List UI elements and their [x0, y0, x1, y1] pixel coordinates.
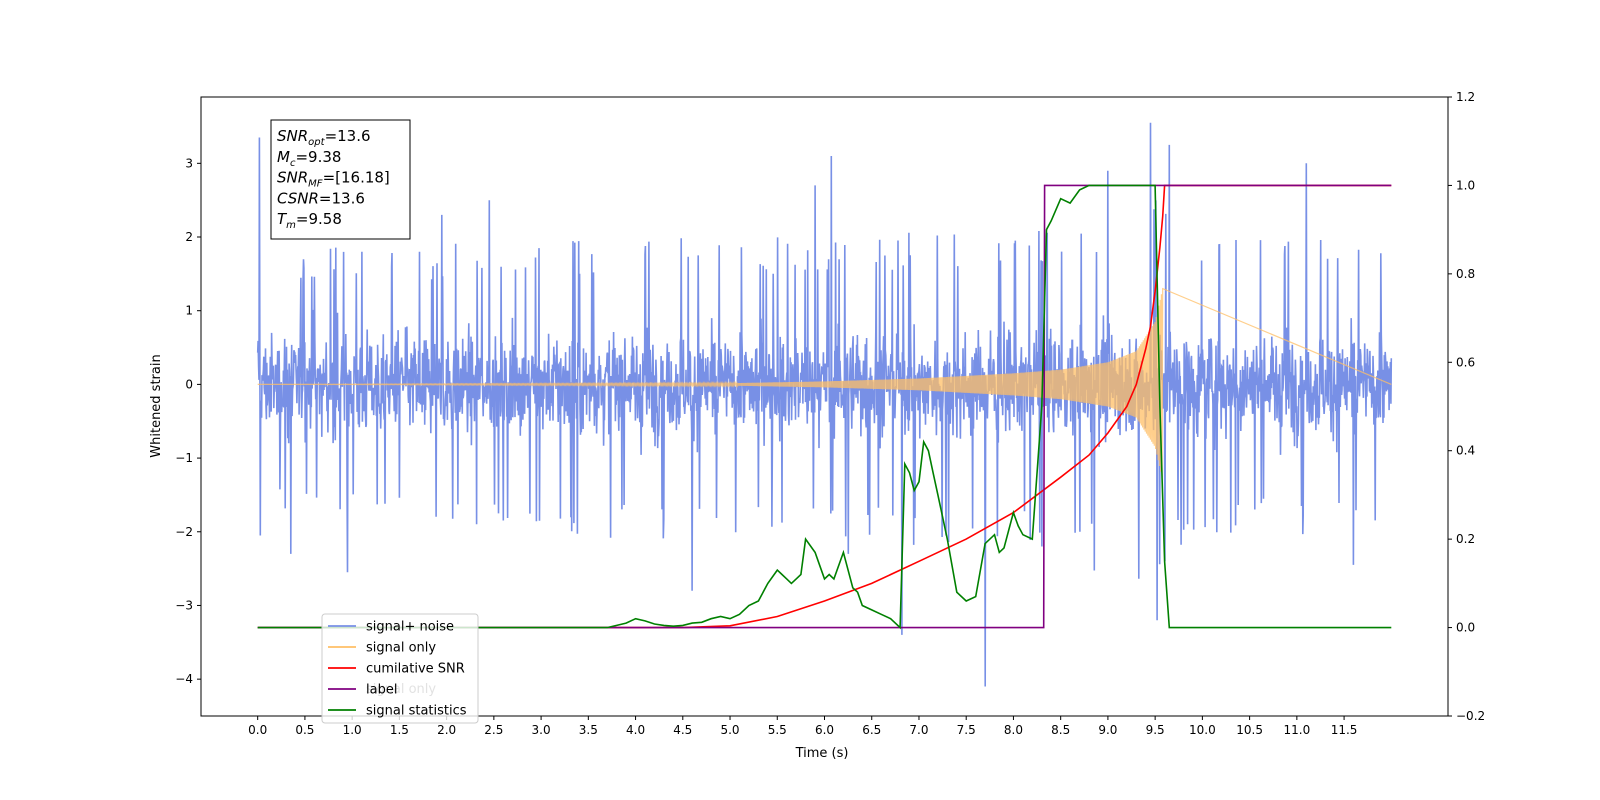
x-tick-label: 9.5	[1146, 723, 1165, 737]
x-tick-label: 1.0	[343, 723, 362, 737]
x-tick-label: 2.5	[484, 723, 503, 737]
y-axis-label: Whitened strain	[149, 354, 164, 457]
y-tick-label: 1	[185, 304, 193, 318]
x-tick-label: 8.5	[1051, 723, 1070, 737]
y-tick-label: −1	[175, 451, 193, 465]
series-signal-noise	[256, 122, 1393, 687]
y2-tick-label: 1.0	[1456, 178, 1475, 192]
legend-ghost-label: signal only	[366, 682, 436, 697]
x-tick-label: 3.0	[532, 723, 551, 737]
x-tick-label: 1.5	[390, 723, 409, 737]
y-tick-label: 0	[185, 377, 193, 391]
x-tick-label: 5.0	[720, 723, 739, 737]
legend-label: signal+ noise	[366, 620, 454, 635]
legend-label: signal statistics	[366, 704, 467, 719]
legend-frame	[321, 613, 479, 724]
x-tick-label: 10.0	[1189, 723, 1216, 737]
x-tick-label: 2.0	[437, 723, 456, 737]
annotation-line: Tm=9.58	[277, 210, 342, 231]
y-tick-label: −3	[175, 598, 193, 612]
series-signal-statistics	[257, 184, 1392, 630]
x-tick-label: 10.5	[1236, 723, 1263, 737]
x-tick-label: 9.0	[1098, 723, 1117, 737]
y2-tick-label: −0.2	[1456, 709, 1485, 723]
series-signal-only	[257, 287, 1392, 478]
annotation-line: Mc=9.38	[277, 148, 341, 169]
x-tick-label: 4.5	[673, 723, 692, 737]
legend-label: signal only	[366, 641, 436, 656]
y2-tick-label: 0.0	[1456, 621, 1475, 635]
x-tick-label: 7.0	[909, 723, 928, 737]
y2-tick-label: 1.2	[1456, 90, 1475, 104]
series-layer	[256, 122, 1393, 687]
annotation-line: SNRMF=[16.18]	[277, 169, 390, 190]
x-tick-label: 8.0	[1004, 723, 1023, 737]
x-tick-label: 6.5	[862, 723, 881, 737]
annotation-box: SNRopt=13.6Mc=9.38SNRMF=[16.18]CSNR=13.6…	[270, 119, 411, 240]
x-tick-label: 6.0	[815, 723, 834, 737]
legend-label: label	[366, 683, 397, 698]
legend-label: cumilative SNR	[366, 662, 465, 677]
x-tick-label: 4.0	[626, 723, 645, 737]
y2-tick-label: 0.6	[1456, 355, 1475, 369]
y-tick-label: −2	[175, 525, 193, 539]
x-tick-label: 0.0	[248, 723, 267, 737]
y2-tick-label: 0.4	[1456, 444, 1475, 458]
y-tick-label: 3	[185, 156, 193, 170]
x-tick-label: 11.0	[1283, 723, 1310, 737]
y-tick-label: 2	[185, 230, 193, 244]
legend[interactable]: signal only signal+ noise signal only cumil…	[321, 613, 479, 724]
x-tick-label: 5.5	[768, 723, 787, 737]
annotation-line: SNRopt=13.6	[277, 127, 371, 148]
x-tick-label: 7.5	[957, 723, 976, 737]
annotation-line: CSNR=13.6	[277, 189, 365, 207]
x-tick-label: 0.5	[295, 723, 314, 737]
series-cumilative-snr	[257, 184, 1392, 629]
y-tick-label: −4	[175, 672, 193, 686]
x-tick-label: 3.5	[579, 723, 598, 737]
axes-layer: 0.0 0.5 1.0 1.5 2.0 2.5 3.0 3.5 4.0 4.5 5.0 5.5 6.0 6…	[175, 90, 1485, 737]
y2-tick-label: 0.2	[1456, 532, 1475, 546]
x-axis-label: Time (s)	[795, 746, 849, 761]
annotation-frame	[270, 119, 411, 240]
x-tick-label: 11.5	[1331, 723, 1358, 737]
y2-tick-label: 0.8	[1456, 267, 1475, 281]
